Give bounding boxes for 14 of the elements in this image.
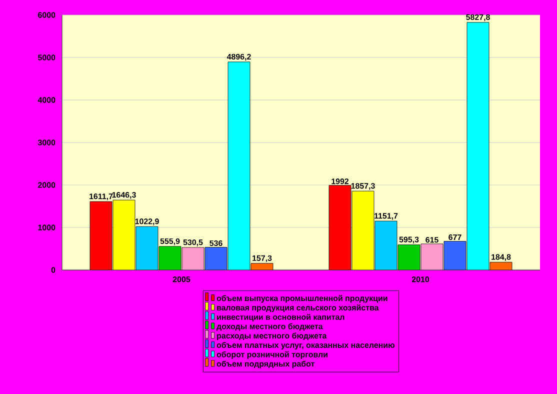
bar [328,185,352,270]
bar [159,246,182,270]
bar [90,202,112,270]
bar [205,247,228,270]
bar [136,226,158,270]
bar [182,247,204,270]
bar [420,244,444,270]
bar [466,22,490,270]
bar [444,241,466,270]
bar [398,244,420,270]
bar [352,190,374,270]
bar [374,220,398,270]
bar [228,62,250,270]
bar [113,200,135,270]
